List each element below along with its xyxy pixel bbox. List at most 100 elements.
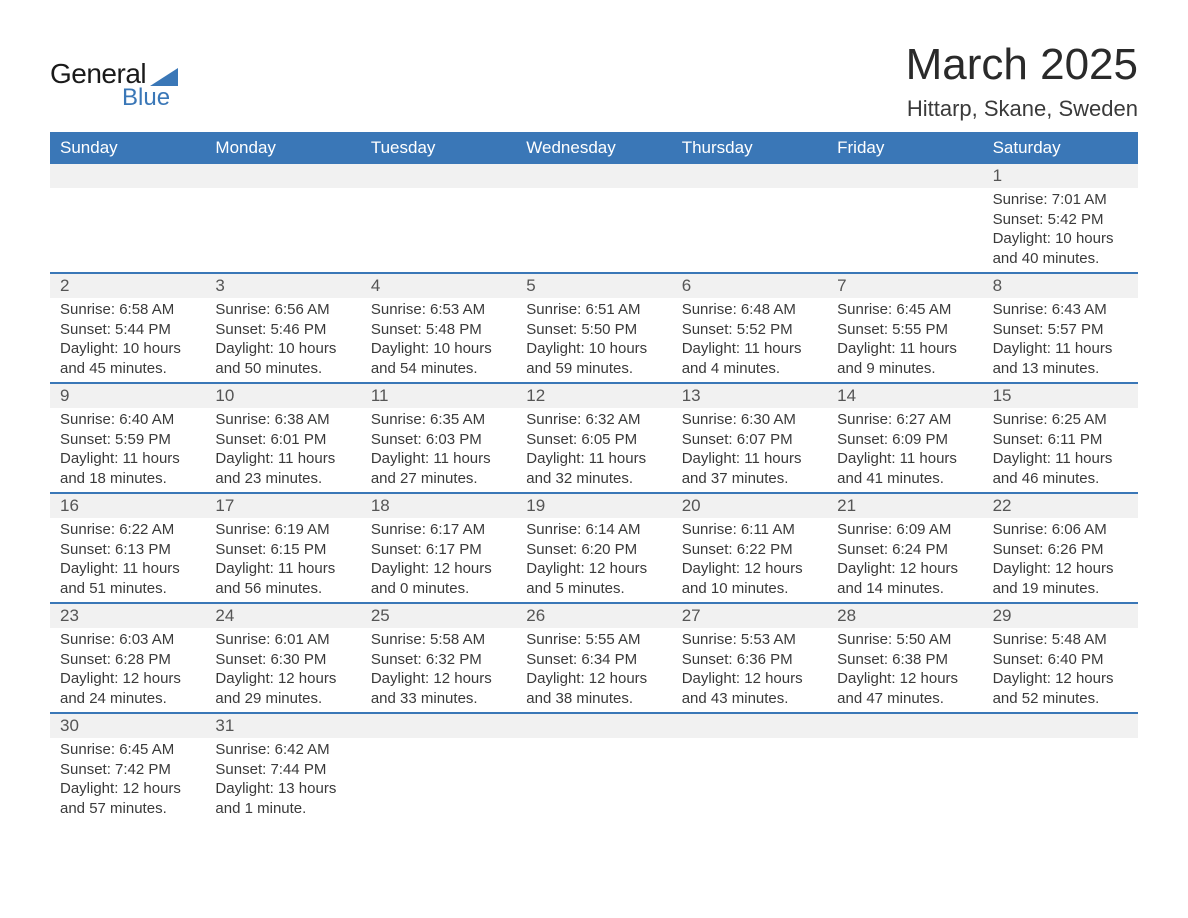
day-cell: Sunrise: 7:01 AMSunset: 5:42 PMDaylight:… bbox=[983, 188, 1138, 272]
daylight-line-2: and 33 minutes. bbox=[371, 689, 506, 709]
sunrise-line: Sunrise: 7:01 AM bbox=[993, 190, 1128, 210]
sunrise-line: Sunrise: 6:43 AM bbox=[993, 300, 1128, 320]
day-number: 6 bbox=[672, 274, 827, 298]
daylight-line-2: and 41 minutes. bbox=[837, 469, 972, 489]
daylight-line-1: Daylight: 11 hours bbox=[526, 449, 661, 469]
sunrise-line: Sunrise: 6:51 AM bbox=[526, 300, 661, 320]
sunset-line: Sunset: 6:07 PM bbox=[682, 430, 817, 450]
day-number bbox=[50, 164, 205, 188]
day-number: 12 bbox=[516, 384, 671, 408]
day-cell bbox=[827, 188, 982, 272]
sunrise-line: Sunrise: 6:06 AM bbox=[993, 520, 1128, 540]
sunrise-line: Sunrise: 6:30 AM bbox=[682, 410, 817, 430]
sunset-line: Sunset: 6:03 PM bbox=[371, 430, 506, 450]
daylight-line-2: and 13 minutes. bbox=[993, 359, 1128, 379]
day-number: 8 bbox=[983, 274, 1138, 298]
daylight-line-1: Daylight: 12 hours bbox=[837, 559, 972, 579]
daylight-line-1: Daylight: 12 hours bbox=[682, 559, 817, 579]
day-cell: Sunrise: 6:42 AMSunset: 7:44 PMDaylight:… bbox=[205, 738, 360, 822]
daylight-line-2: and 50 minutes. bbox=[215, 359, 350, 379]
daylight-line-1: Daylight: 12 hours bbox=[993, 669, 1128, 689]
location-subtitle: Hittarp, Skane, Sweden bbox=[906, 96, 1138, 122]
daylight-line-1: Daylight: 12 hours bbox=[837, 669, 972, 689]
sunrise-line: Sunrise: 5:48 AM bbox=[993, 630, 1128, 650]
daycontent-row: Sunrise: 6:45 AMSunset: 7:42 PMDaylight:… bbox=[50, 738, 1138, 822]
daylight-line-2: and 51 minutes. bbox=[60, 579, 195, 599]
sunset-line: Sunset: 5:42 PM bbox=[993, 210, 1128, 230]
day-number: 7 bbox=[827, 274, 982, 298]
sunset-line: Sunset: 6:15 PM bbox=[215, 540, 350, 560]
day-number bbox=[827, 714, 982, 738]
daycontent-row: Sunrise: 6:40 AMSunset: 5:59 PMDaylight:… bbox=[50, 408, 1138, 492]
day-cell bbox=[516, 738, 671, 822]
sunset-line: Sunset: 6:28 PM bbox=[60, 650, 195, 670]
daylight-line-1: Daylight: 11 hours bbox=[371, 449, 506, 469]
day-cell: Sunrise: 6:30 AMSunset: 6:07 PMDaylight:… bbox=[672, 408, 827, 492]
day-header-tuesday: Tuesday bbox=[361, 132, 516, 164]
day-number: 14 bbox=[827, 384, 982, 408]
day-number bbox=[516, 164, 671, 188]
day-cell bbox=[827, 738, 982, 822]
day-cell: Sunrise: 5:50 AMSunset: 6:38 PMDaylight:… bbox=[827, 628, 982, 712]
day-number bbox=[361, 714, 516, 738]
daylight-line-2: and 43 minutes. bbox=[682, 689, 817, 709]
day-cell: Sunrise: 6:48 AMSunset: 5:52 PMDaylight:… bbox=[672, 298, 827, 382]
day-number bbox=[672, 714, 827, 738]
daynum-row: 16171819202122 bbox=[50, 492, 1138, 518]
daylight-line-2: and 10 minutes. bbox=[682, 579, 817, 599]
day-cell: Sunrise: 6:09 AMSunset: 6:24 PMDaylight:… bbox=[827, 518, 982, 602]
day-header-monday: Monday bbox=[205, 132, 360, 164]
day-cell: Sunrise: 6:17 AMSunset: 6:17 PMDaylight:… bbox=[361, 518, 516, 602]
sunrise-line: Sunrise: 6:17 AM bbox=[371, 520, 506, 540]
day-cell: Sunrise: 5:58 AMSunset: 6:32 PMDaylight:… bbox=[361, 628, 516, 712]
sunset-line: Sunset: 6:26 PM bbox=[993, 540, 1128, 560]
sunrise-line: Sunrise: 6:22 AM bbox=[60, 520, 195, 540]
day-cell bbox=[983, 738, 1138, 822]
day-number: 23 bbox=[50, 604, 205, 628]
day-cell: Sunrise: 5:53 AMSunset: 6:36 PMDaylight:… bbox=[672, 628, 827, 712]
sunrise-line: Sunrise: 6:42 AM bbox=[215, 740, 350, 760]
daylight-line-1: Daylight: 10 hours bbox=[60, 339, 195, 359]
header: General Blue March 2025 Hittarp, Skane, … bbox=[50, 40, 1138, 122]
sunrise-line: Sunrise: 6:27 AM bbox=[837, 410, 972, 430]
daylight-line-1: Daylight: 13 hours bbox=[215, 779, 350, 799]
sunrise-line: Sunrise: 6:56 AM bbox=[215, 300, 350, 320]
day-header-thursday: Thursday bbox=[672, 132, 827, 164]
sunrise-line: Sunrise: 5:50 AM bbox=[837, 630, 972, 650]
sunset-line: Sunset: 6:30 PM bbox=[215, 650, 350, 670]
daylight-line-2: and 40 minutes. bbox=[993, 249, 1128, 269]
daylight-line-1: Daylight: 11 hours bbox=[837, 339, 972, 359]
day-number: 10 bbox=[205, 384, 360, 408]
sunset-line: Sunset: 6:38 PM bbox=[837, 650, 972, 670]
daylight-line-2: and 52 minutes. bbox=[993, 689, 1128, 709]
day-cell bbox=[50, 188, 205, 272]
day-cell bbox=[361, 188, 516, 272]
day-cell: Sunrise: 6:27 AMSunset: 6:09 PMDaylight:… bbox=[827, 408, 982, 492]
day-cell: Sunrise: 5:55 AMSunset: 6:34 PMDaylight:… bbox=[516, 628, 671, 712]
day-header-sunday: Sunday bbox=[50, 132, 205, 164]
day-cell: Sunrise: 6:53 AMSunset: 5:48 PMDaylight:… bbox=[361, 298, 516, 382]
day-number: 15 bbox=[983, 384, 1138, 408]
sunset-line: Sunset: 6:40 PM bbox=[993, 650, 1128, 670]
sunset-line: Sunset: 5:48 PM bbox=[371, 320, 506, 340]
daylight-line-1: Daylight: 11 hours bbox=[837, 449, 972, 469]
daycontent-row: Sunrise: 7:01 AMSunset: 5:42 PMDaylight:… bbox=[50, 188, 1138, 272]
weeks-container: 1Sunrise: 7:01 AMSunset: 5:42 PMDaylight… bbox=[50, 164, 1138, 822]
sunset-line: Sunset: 6:32 PM bbox=[371, 650, 506, 670]
day-cell: Sunrise: 6:14 AMSunset: 6:20 PMDaylight:… bbox=[516, 518, 671, 602]
day-cell: Sunrise: 6:03 AMSunset: 6:28 PMDaylight:… bbox=[50, 628, 205, 712]
day-number bbox=[205, 164, 360, 188]
day-number: 5 bbox=[516, 274, 671, 298]
daylight-line-1: Daylight: 11 hours bbox=[682, 449, 817, 469]
day-number: 25 bbox=[361, 604, 516, 628]
day-number: 2 bbox=[50, 274, 205, 298]
daycontent-row: Sunrise: 6:22 AMSunset: 6:13 PM Daylight:… bbox=[50, 518, 1138, 602]
day-cell: Sunrise: 6:56 AMSunset: 5:46 PMDaylight:… bbox=[205, 298, 360, 382]
daylight-line-1: Daylight: 11 hours bbox=[215, 449, 350, 469]
day-cell bbox=[672, 738, 827, 822]
daylight-line-2: and 5 minutes. bbox=[526, 579, 661, 599]
daynum-row: 3031 bbox=[50, 712, 1138, 738]
sunset-line: Sunset: 6:13 PM bbox=[60, 540, 195, 560]
day-number bbox=[827, 164, 982, 188]
day-number: 21 bbox=[827, 494, 982, 518]
